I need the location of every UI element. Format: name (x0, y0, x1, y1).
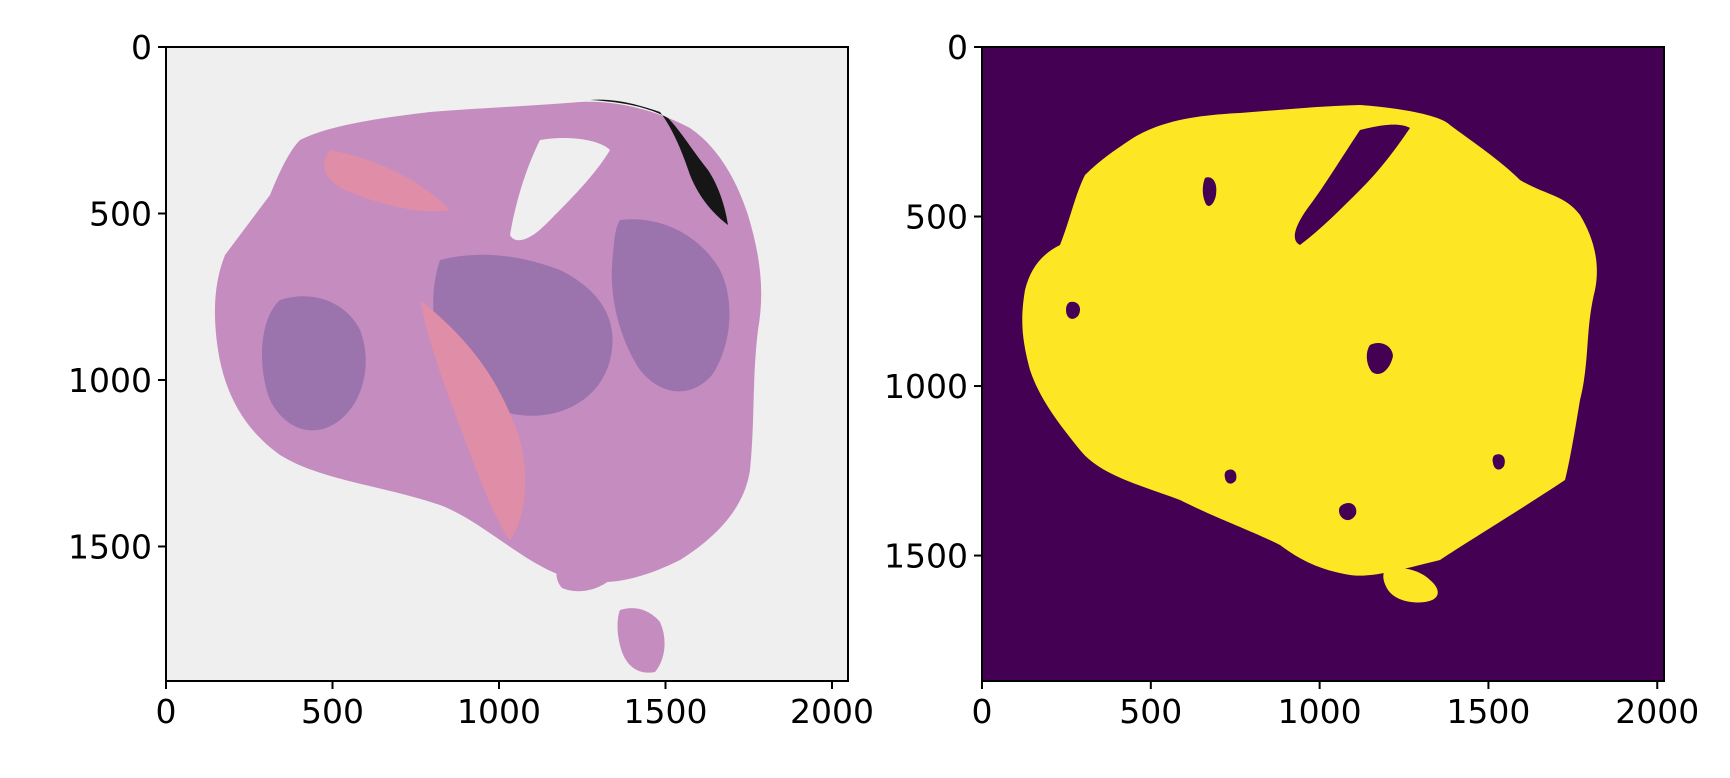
y-tick-label: 1000 (68, 361, 152, 400)
mask-hole (1338, 503, 1357, 521)
y-tick-label: 1000 (884, 367, 968, 406)
stroma-streak (324, 150, 450, 212)
right-axes-frame (981, 46, 1665, 682)
mask-hole (1066, 301, 1081, 319)
x-tick-label: 1000 (1278, 692, 1362, 731)
x-tick-label: 1500 (1446, 692, 1530, 731)
stroma-streak (420, 300, 526, 540)
x-tick-label: 500 (1119, 692, 1182, 731)
y-tick-label: 0 (947, 28, 968, 67)
x-tick-label: 500 (301, 692, 364, 731)
right-y-axis: 0 500 1000 1500 (884, 28, 982, 576)
y-tick-label: 0 (131, 28, 152, 67)
x-tick-label: 1000 (457, 692, 541, 731)
x-tick-label: 2000 (790, 692, 874, 731)
left-x-axis: 0 500 1000 1500 2000 (156, 681, 874, 731)
tissue-fragment (556, 563, 612, 592)
mask-region (1022, 105, 1597, 576)
x-tick-label: 0 (972, 692, 993, 731)
y-tick-label: 500 (89, 194, 152, 233)
x-tick-label: 2000 (1615, 692, 1699, 731)
x-tick-label: 0 (156, 692, 177, 731)
y-tick-label: 500 (905, 198, 968, 237)
tissue-cluster (611, 219, 730, 392)
tissue-cluster (261, 296, 366, 431)
mask-hole (1224, 469, 1237, 484)
mask-hole (1492, 454, 1505, 470)
right-x-axis: 0 500 1000 1500 2000 (972, 681, 1699, 731)
left-image (166, 47, 848, 681)
mask-fragment (1383, 568, 1438, 603)
y-tick-label: 1500 (68, 527, 152, 566)
left-y-axis: 0 500 1000 1500 (68, 28, 166, 566)
right-panel: 0 500 1000 1500 2000 0 500 1000 1500 (884, 28, 1699, 731)
y-tick-label: 1500 (884, 537, 968, 576)
tissue-fragment (617, 608, 665, 673)
tissue-tear (510, 138, 610, 241)
mask-hole (1366, 343, 1393, 375)
mask-hole (1202, 177, 1217, 206)
right-image (982, 47, 1664, 681)
mask-hole (1294, 124, 1410, 245)
left-axes-frame (165, 46, 849, 682)
x-tick-label: 1500 (624, 692, 708, 731)
ink-marker (590, 99, 728, 225)
left-panel: 0 500 1000 1500 2000 0 500 1000 1500 (68, 28, 874, 731)
